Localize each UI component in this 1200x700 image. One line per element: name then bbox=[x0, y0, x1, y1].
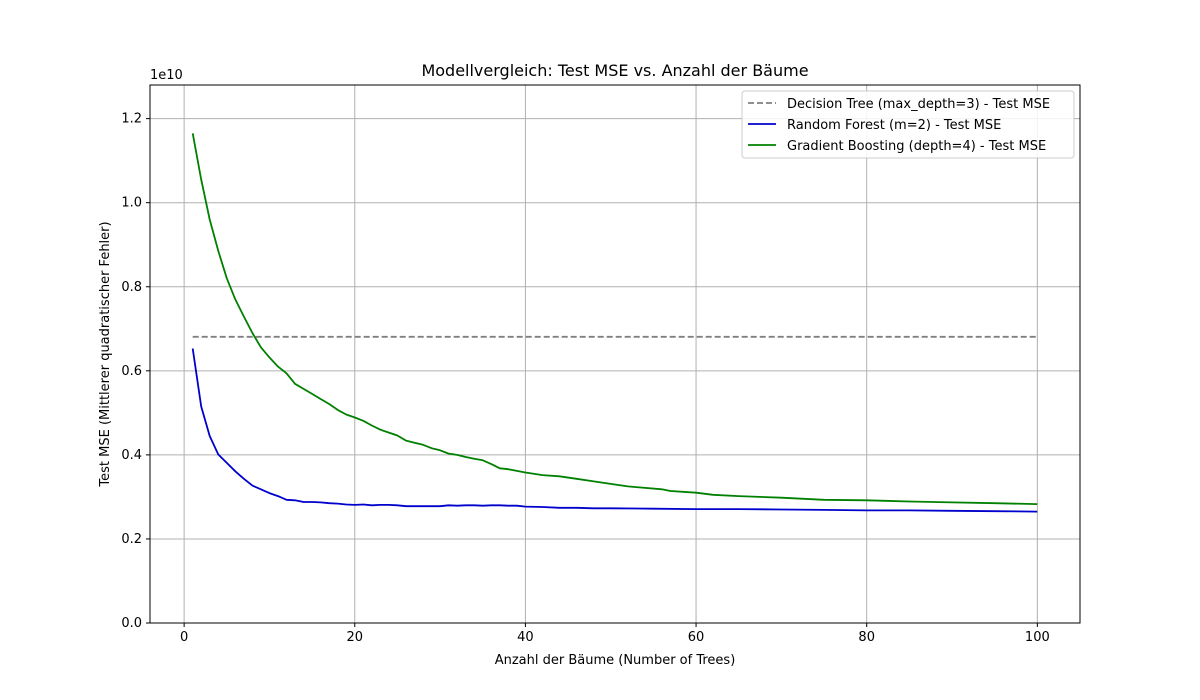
x-tick-label: 80 bbox=[858, 630, 875, 645]
series-line-random-forest bbox=[191, 348, 1038, 513]
y-tick-label: 0.6 bbox=[121, 364, 142, 379]
x-tick-label: 0 bbox=[180, 630, 188, 645]
x-tick-label: 60 bbox=[688, 630, 705, 645]
ticks: 0 20 40 60 80 100 0.0 0.2 0.4 0.6 0.8 1.0 1.2 bbox=[121, 112, 1049, 645]
y-tick-label: 0.0 bbox=[121, 616, 142, 631]
legend-box bbox=[741, 90, 1075, 159]
x-tick-label: 20 bbox=[346, 630, 363, 645]
x-tick-label: 100 bbox=[1025, 630, 1050, 645]
chart-title: Modellvergleich: Test MSE vs. Anzahl der… bbox=[421, 61, 808, 80]
plot-frame bbox=[149, 84, 1081, 624]
series-group bbox=[191, 133, 1038, 513]
y-tick-label: 1.2 bbox=[121, 112, 142, 127]
y-tick-label: 0.4 bbox=[121, 448, 142, 463]
legend-label-decision-tree: Decision Tree (max_depth=3) - Test MSE bbox=[787, 97, 1050, 112]
y-tick-label: 0.2 bbox=[121, 532, 142, 547]
x-axis-label: Anzahl der Bäume (Number of Trees) bbox=[495, 653, 736, 668]
series-line-gradient-boosting bbox=[191, 133, 1038, 505]
legend: Decision Tree (max_depth=3) - Test MSE Ra… bbox=[741, 90, 1075, 159]
y-offset-label: 1e10 bbox=[150, 68, 183, 83]
legend-label-gradient-boosting: Gradient Boosting (depth=4) - Test MSE bbox=[787, 139, 1046, 154]
y-axis-label: Test MSE (Mittlerer quadratischer Fehler… bbox=[98, 221, 113, 487]
y-tick-label: 1.0 bbox=[121, 196, 142, 211]
y-tick-label: 0.8 bbox=[121, 280, 142, 295]
legend-label-random-forest: Random Forest (m=2) - Test MSE bbox=[787, 118, 1001, 133]
x-tick-label: 40 bbox=[517, 630, 534, 645]
